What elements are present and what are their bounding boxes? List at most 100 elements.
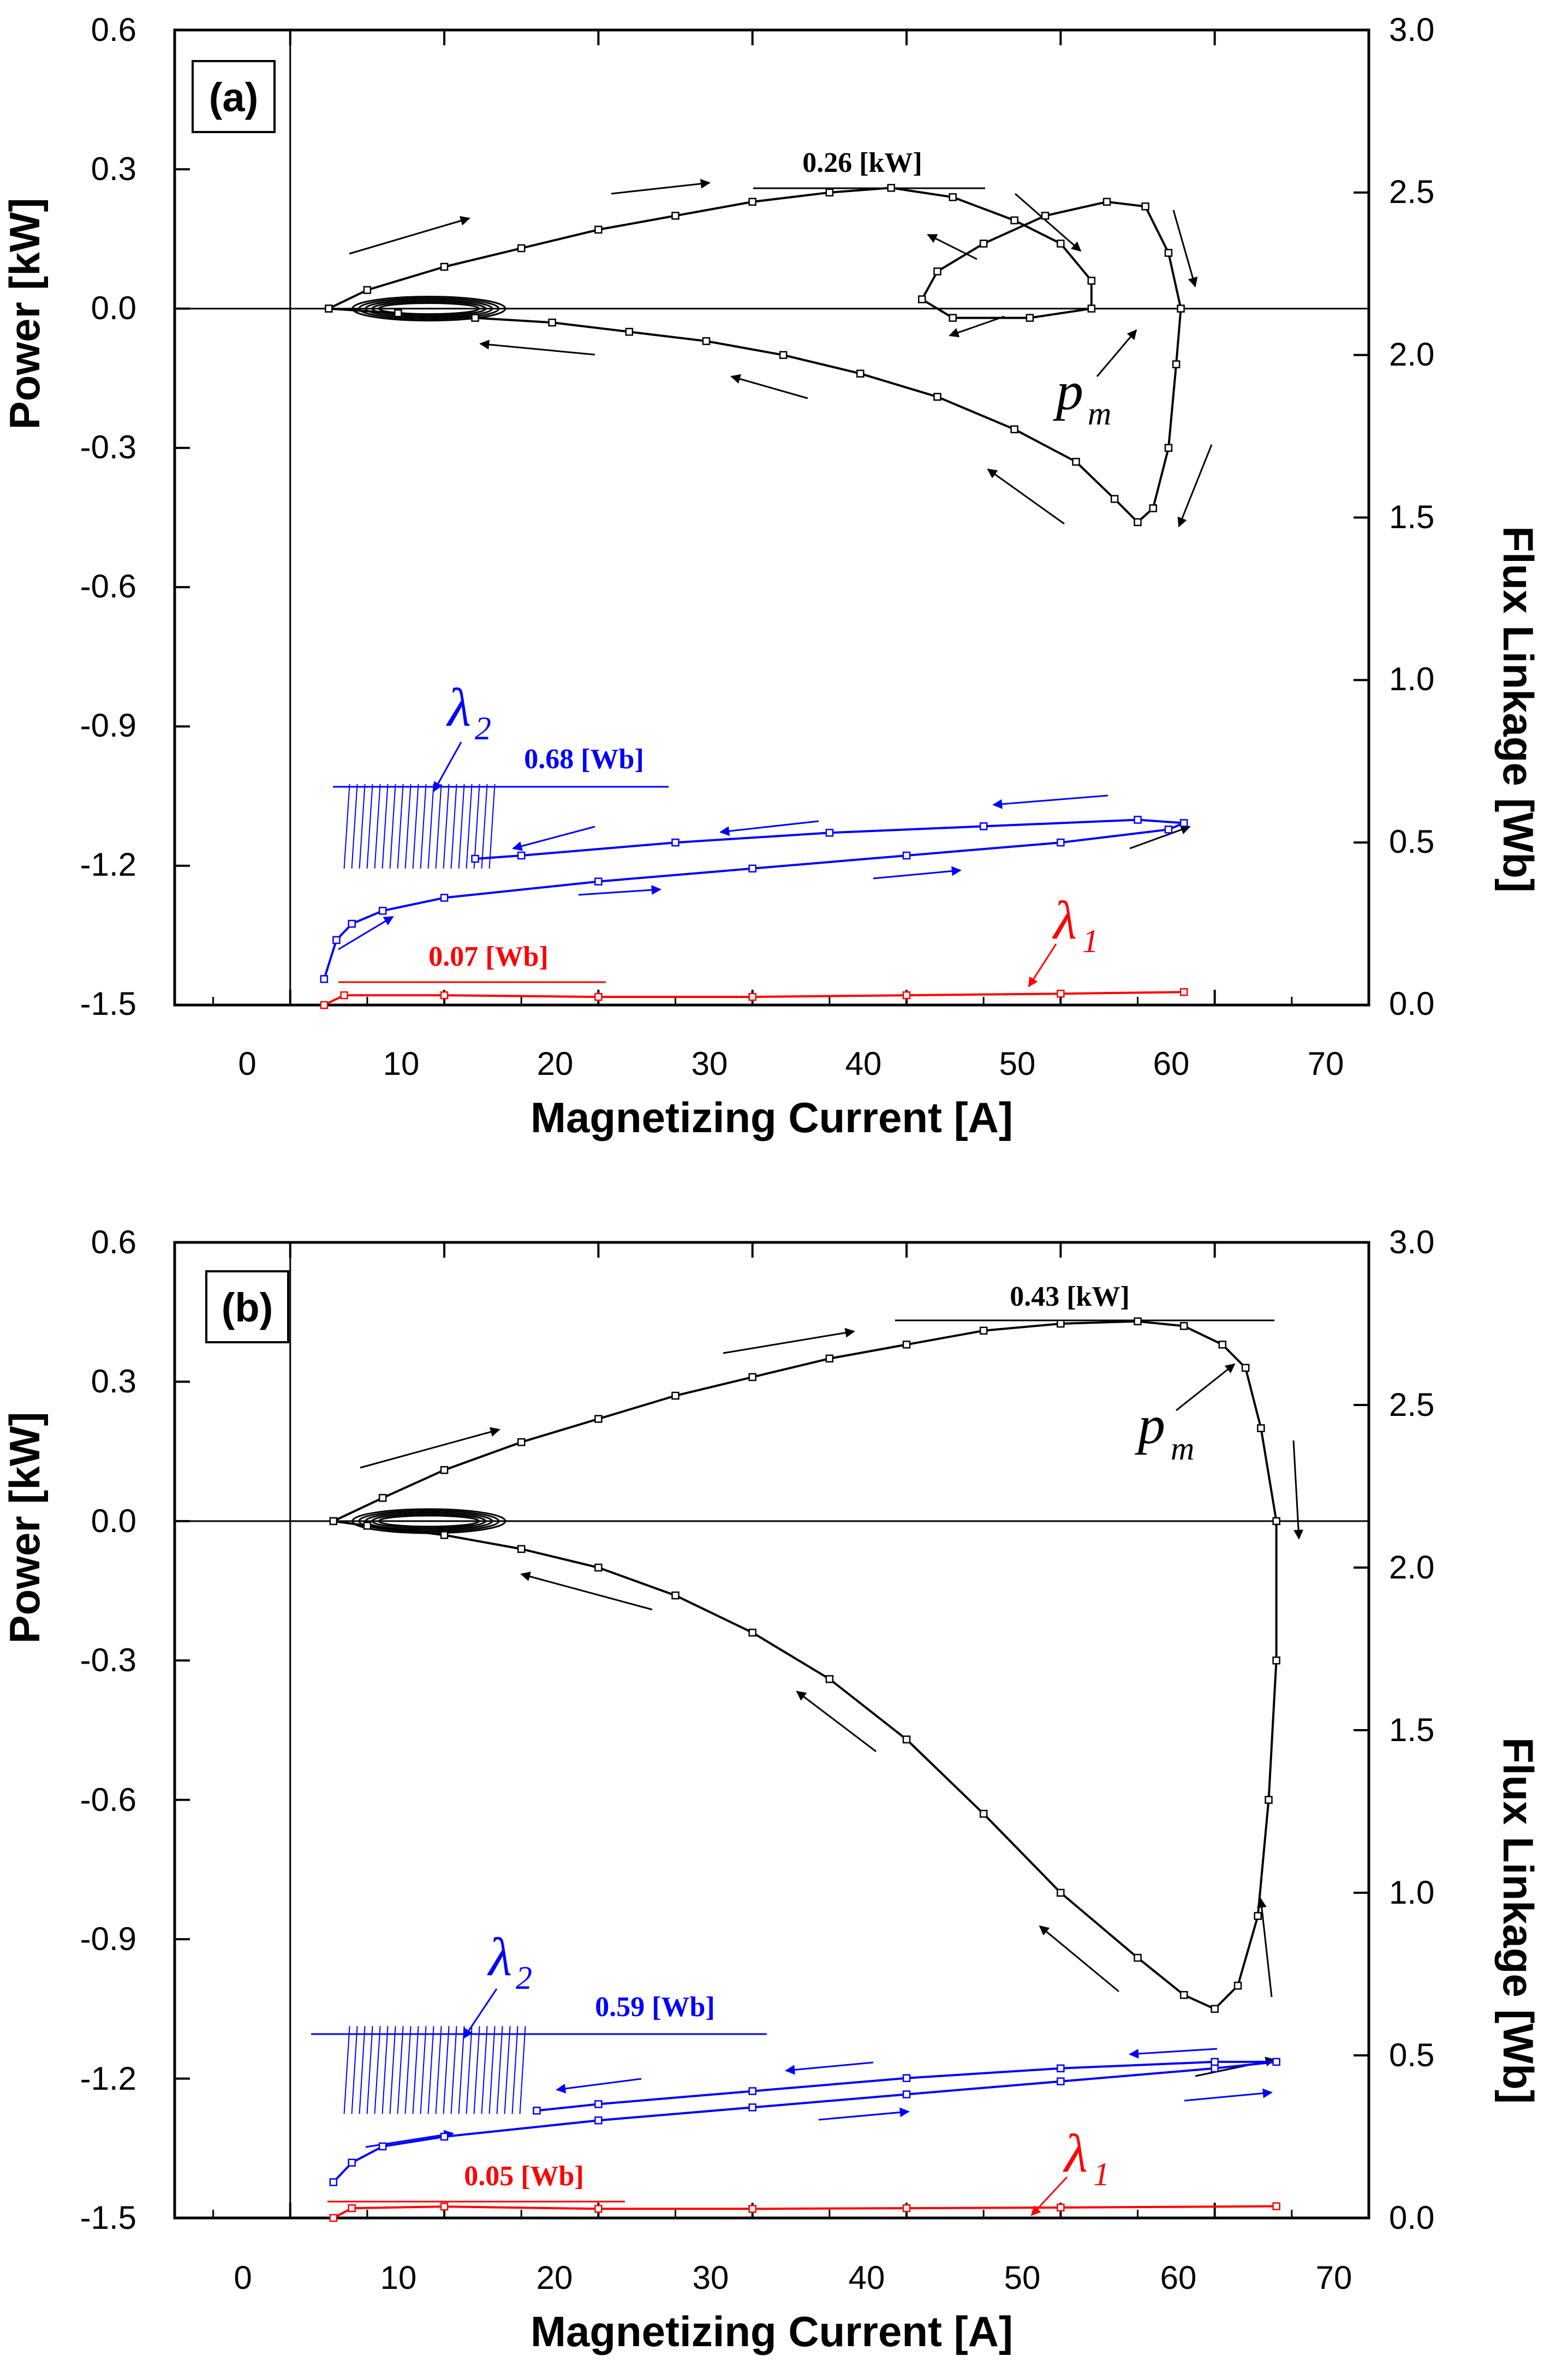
pm-symbol: p [1135, 1395, 1165, 1455]
lambda2-peak-label: 0.59 [Wb] [595, 1992, 715, 2023]
lambda2-oscillation-hatch [435, 2026, 442, 2114]
data-point-pm [825, 188, 834, 197]
lambda2-oscillation-hatch [381, 2026, 389, 2114]
pm-label: p m [1053, 329, 1137, 432]
pm-label: p m [1135, 1363, 1236, 1467]
data-point-pm [1265, 1796, 1273, 1804]
pm-direction-arrows [349, 178, 1213, 528]
data-point-pm [1233, 1982, 1242, 1990]
lambda2-oscillation-hatch [435, 784, 442, 869]
y-tick-label-right: 3.0 [1389, 1224, 1434, 1260]
data-point-lambda2 [594, 877, 603, 886]
data-point-lambda2 [979, 822, 988, 830]
y-tick-labels-left: 0.6 0.3 0.0 -0.3 -0.6 -0.9 -1.2 -1.5 [80, 11, 136, 1022]
lambda2-oscillation-hatch [519, 2026, 526, 2114]
data-point-pm [440, 262, 449, 271]
data-point-pm [548, 318, 556, 327]
y-axis-label-left: Power [kW] [1, 198, 49, 430]
data-point-pm [949, 193, 957, 201]
y-tick-label-left: 0.0 [91, 290, 136, 326]
data-point-pm [517, 1438, 526, 1446]
lambda2-oscillation-hatch [488, 784, 496, 869]
data-point-lambda2 [440, 894, 449, 902]
data-point-pm [1211, 2005, 1219, 2013]
data-point-lambda2 [1057, 838, 1065, 847]
data-point-lambda2 [748, 2087, 756, 2095]
lambda2-oscillation-hatch [504, 2026, 511, 2114]
data-point-pm [1141, 202, 1149, 211]
lambda2-oscillation-hatch [473, 784, 480, 869]
panel-a: (a) Magnetizing Current [A] Power [kW] F… [1, 11, 1542, 1141]
lambda2-oscillation-hatch [359, 2026, 366, 2114]
data-point-lambda1 [594, 992, 603, 1001]
data-point-pm [918, 295, 926, 303]
x-tick-label: 30 [691, 1045, 728, 1082]
data-point-pm [1164, 249, 1173, 257]
data-point-pm [887, 184, 896, 192]
y-axis-label-right: Flux Linkage [Wb] [1494, 526, 1542, 893]
data-point-pm [825, 1354, 834, 1363]
lambda2-oscillation-hatch [412, 2026, 419, 2114]
data-point-lambda2 [902, 2090, 911, 2098]
lambda2-oscillation-hatch [481, 2026, 488, 2114]
data-point-lambda1 [348, 2204, 356, 2212]
data-point-pm [748, 198, 756, 206]
y-tick-label-right: 0.0 [1389, 2199, 1434, 2236]
data-point-pm [1179, 1322, 1188, 1330]
lambda2-oscillation-hatch [458, 784, 465, 869]
lambda1-subscript: 1 [1093, 2156, 1110, 2192]
x-tick-label: 40 [849, 2259, 885, 2296]
data-point-pm [1134, 1317, 1142, 1325]
lambda2-oscillation-hatch [389, 2026, 396, 2114]
data-point-lambda2 [378, 2142, 387, 2151]
data-point-lambda2 [320, 975, 329, 983]
data-point-pm [1218, 1341, 1227, 1349]
data-point-pm [440, 1466, 449, 1474]
lambda1-peak-label: 0.07 [Wb] [428, 941, 549, 972]
y-tick-label-right: 1.0 [1389, 661, 1434, 697]
panel-b: (b) Magnetizing Current [A] Power [kW] F… [1, 1224, 1542, 2355]
data-point-pm [517, 1545, 526, 1553]
lambda2-oscillation-hatch [404, 2026, 412, 2114]
data-point-lambda2 [1164, 826, 1173, 834]
pm-peak-annotation: 0.26 [kW] [753, 147, 985, 189]
data-point-pm [902, 1735, 911, 1744]
x-tick-label: 10 [380, 2259, 417, 2296]
lambda2-oscillation-hatch [351, 784, 358, 869]
data-point-pm [779, 351, 788, 359]
y-tick-label-left: -0.3 [80, 1642, 136, 1678]
x-axis-label: Magnetizing Current [A] [530, 1093, 1013, 1141]
data-point-pm [1257, 1424, 1265, 1432]
data-point-pm [1057, 1888, 1065, 1897]
pm-oscillation-loop [371, 1513, 487, 1529]
lambda2-oscillation-hatch [473, 2026, 480, 2114]
data-point-lambda2 [533, 2107, 541, 2115]
y-tick-label-left: -1.5 [80, 985, 136, 1022]
y-tick-label-left: 0.3 [91, 1363, 136, 1400]
y-tick-labels-right: 3.0 2.5 2.0 1.5 1.0 0.5 0.0 [1389, 11, 1434, 1022]
lambda2-oscillation-hatch [389, 784, 396, 869]
data-point-pm [1087, 304, 1096, 313]
lambda2-oscillation-hatch [481, 784, 488, 869]
y-tick-label-right: 3.0 [1389, 11, 1434, 48]
data-point-pm [979, 1326, 988, 1335]
data-point-pm [748, 1628, 756, 1637]
data-point-pm [325, 304, 333, 313]
data-point-pm [1241, 1364, 1250, 1372]
lambda2-oscillation-hatch [443, 784, 450, 869]
pm-subscript: m [1088, 396, 1111, 432]
lambda2-oscillation-hatch [488, 2026, 496, 2114]
lambda1-annotation: 0.07 [Wb] λ 1 [338, 890, 1099, 988]
x-tick-label: 0 [234, 2259, 252, 2296]
y-axis-label-left: Power [kW] [1, 1412, 49, 1644]
y-tick-labels-left: 0.6 0.3 0.0 -0.3 -0.6 -0.9 -1.2 -1.5 [80, 1224, 136, 2236]
data-point-lambda1 [320, 1001, 329, 1009]
data-point-pm [625, 327, 634, 336]
data-point-pm [363, 1522, 372, 1530]
data-point-lambda2 [471, 854, 479, 863]
plot-area-b [175, 1241, 1370, 2222]
y-tick-label-left: -0.9 [80, 1921, 136, 1957]
y-tick-label-right: 2.5 [1389, 1386, 1434, 1423]
y-axis-label-right: Flux Linkage [Wb] [1494, 1737, 1542, 2104]
x-tick-labels: 0 10 20 30 40 50 60 70 [238, 1045, 1344, 1082]
